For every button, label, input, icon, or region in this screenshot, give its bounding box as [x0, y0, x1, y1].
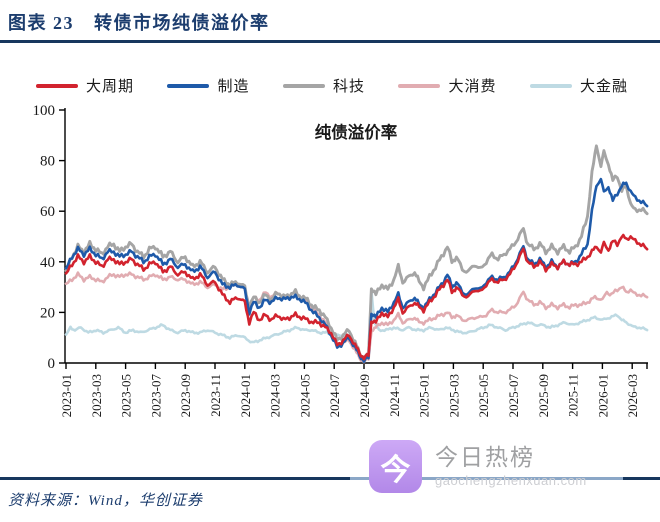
source-note: 资料来源：Wind，华创证券: [8, 493, 203, 509]
footer-divider-left: [0, 477, 350, 480]
legend-label-financials: 大金融: [579, 79, 628, 95]
legend-item-financials: 大金融: [529, 75, 628, 96]
x-tick-label: 2023-05: [119, 374, 134, 417]
watermark-name: 今日热榜: [435, 443, 535, 470]
series-big-cycle: [64, 233, 649, 361]
watermark-logo-icon: 今: [369, 440, 422, 493]
x-tick-label: 2025-05: [476, 374, 491, 417]
legend-swatch-technology: [282, 83, 325, 88]
figure-header: 图表 23 转债市场纯债溢价率: [8, 9, 270, 35]
x-tick-label: 2024-11: [387, 374, 402, 417]
x-tick-label: 2023-07: [148, 374, 163, 418]
legend-swatch-big-cycle: [36, 83, 78, 88]
axes: [59, 108, 648, 369]
figure-title: 转债市场纯债溢价率: [94, 13, 270, 33]
series-consumer: [64, 271, 649, 364]
legend-item-technology: 科技: [282, 75, 365, 96]
y-tick-label: 0: [48, 356, 56, 372]
y-tick-label: 80: [40, 154, 55, 170]
footer-divider: [0, 477, 660, 480]
y-tick-label: 20: [40, 305, 55, 321]
x-tick-label: 2026-01: [595, 374, 610, 417]
x-tick-label: 2026-03: [625, 374, 640, 417]
chart-legend: 大周期 制造 科技 大消费 大金融: [36, 75, 628, 96]
y-tick-label: 100: [33, 103, 56, 119]
footer-divider-right: [623, 477, 660, 480]
legend-label-technology: 科技: [332, 79, 365, 95]
x-tick-label: 2023-11: [208, 374, 223, 417]
legend-swatch-manufacturing: [167, 83, 210, 88]
x-tick-label: 2025-09: [536, 374, 551, 417]
x-tick-label: 2025-01: [417, 374, 432, 417]
x-tick-label: 2024-09: [357, 374, 372, 417]
x-tick-label: 2025-07: [506, 374, 521, 418]
legend-item-big-cycle: 大周期: [36, 75, 134, 96]
axis-labels: 0 20 40 60 80 100 2023-01 2023-03 2023-05 2023-07…: [33, 103, 641, 417]
watermark-url: gaochengzhenxuan.com: [435, 473, 587, 489]
legend-label-consumer: 大消费: [448, 79, 497, 95]
legend-item-consumer: 大消费: [398, 75, 496, 96]
x-tick-label: 2024-01: [238, 374, 253, 417]
x-tick-label: 2024-07: [327, 374, 342, 418]
y-tick-label: 60: [40, 204, 55, 220]
y-tick-label: 40: [40, 255, 55, 271]
x-tick-label: 2023-03: [89, 374, 104, 417]
x-tick-label: 2023-09: [178, 374, 193, 417]
legend-label-manufacturing: 制造: [217, 79, 250, 95]
chart-inner-title: 纯债溢价率: [315, 122, 398, 142]
watermark-badge-glyph: 今: [380, 453, 411, 487]
premium-rate-line-chart: 0 20 40 60 80 100 2023-01 2023-03 2023-05 2023-07…: [33, 103, 649, 417]
legend-item-manufacturing: 制造: [167, 75, 249, 96]
figure-label: 图表 23: [8, 13, 74, 33]
series-manufacturing: [64, 177, 649, 364]
header-divider: [0, 40, 660, 43]
x-tick-label: 2023-01: [59, 374, 74, 417]
legend-label-big-cycle: 大周期: [86, 79, 135, 95]
x-tick-label: 2024-03: [268, 374, 283, 417]
watermark-text: 今日热榜 gaochengzhenxuan.com: [435, 443, 587, 489]
footer-divider-middle: [350, 477, 623, 480]
legend-swatch-consumer: [398, 83, 441, 88]
x-tick-label: 2025-11: [566, 374, 581, 417]
x-tick-label: 2025-03: [446, 374, 461, 417]
legend-swatch-financials: [529, 83, 572, 88]
watermark: 今 今日热榜 gaochengzhenxuan.com: [369, 440, 587, 493]
x-tick-label: 2024-05: [297, 374, 312, 417]
